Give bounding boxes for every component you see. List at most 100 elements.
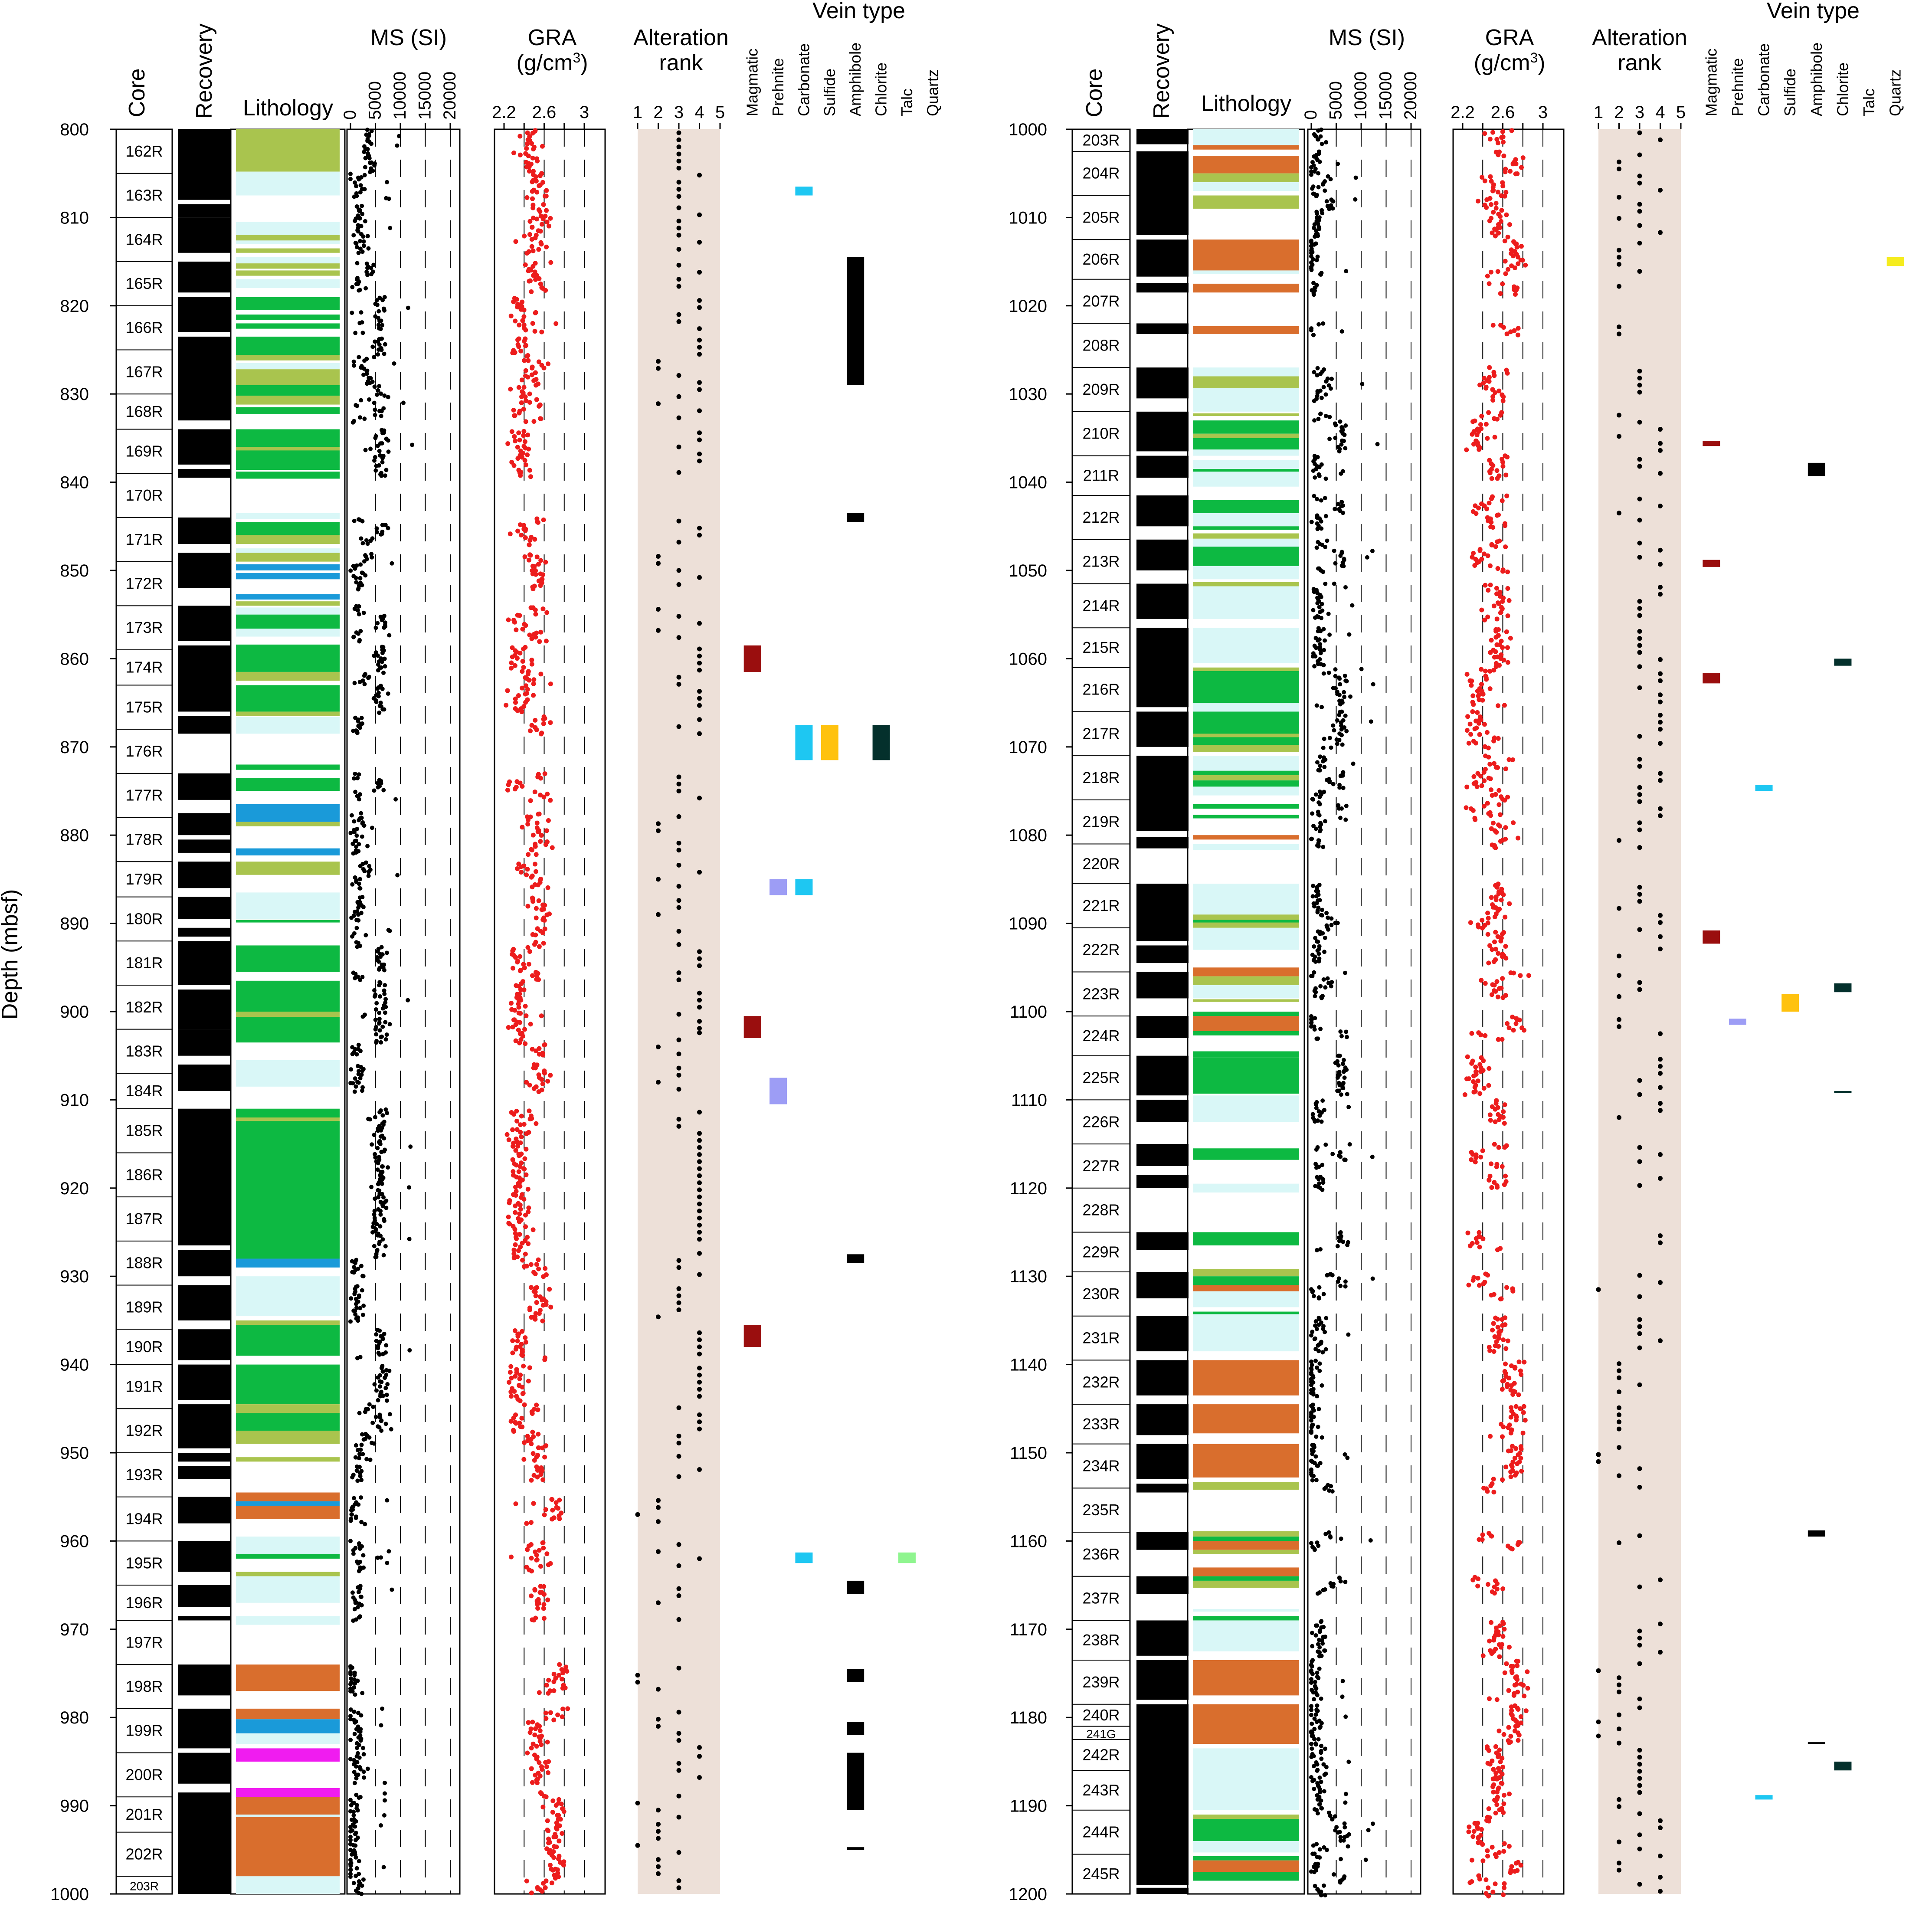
vein-type-label: Carbonate — [795, 43, 812, 116]
alteration-point — [1658, 1818, 1663, 1823]
ms-point — [1339, 727, 1344, 732]
gra-point — [541, 1606, 546, 1611]
alteration-point — [676, 1454, 681, 1459]
lithology-interval — [236, 1320, 340, 1325]
ms-point — [1341, 564, 1346, 569]
ms-point — [373, 1115, 377, 1120]
ms-point — [1309, 1430, 1313, 1435]
ms-data-series — [1309, 127, 1380, 1897]
ms-point — [348, 1689, 353, 1694]
alteration-point — [697, 1775, 702, 1780]
gra-point — [1509, 1383, 1514, 1388]
alteration-data-series — [635, 130, 702, 1890]
ms-point — [1313, 1742, 1318, 1747]
ms-point — [382, 1791, 387, 1796]
lithology-interval — [1193, 1148, 1299, 1160]
lithology-interval — [1193, 438, 1299, 450]
ms-point — [352, 1089, 357, 1094]
ms-point — [1315, 1623, 1320, 1628]
gra-point — [539, 242, 544, 247]
depth-tick-label: 930 — [60, 1267, 89, 1286]
lithology-interval — [236, 1719, 340, 1733]
ms-point — [352, 681, 357, 685]
lithology-interval — [1193, 1057, 1299, 1094]
alteration-point — [676, 1665, 681, 1671]
gra-point — [1493, 664, 1499, 669]
lithology-interval — [236, 1788, 340, 1797]
ms-point — [1324, 199, 1329, 204]
alteration-point — [1617, 1017, 1621, 1022]
recovery-interval — [1136, 756, 1189, 831]
lithology-interval — [236, 129, 340, 172]
alteration-point — [1658, 1280, 1663, 1285]
gra-point — [556, 1673, 561, 1678]
alteration-point — [676, 568, 681, 573]
gra-point — [529, 1441, 534, 1446]
gra-point — [540, 1297, 545, 1303]
alteration-point — [697, 387, 702, 392]
ms-point — [355, 1808, 360, 1813]
gra-point — [1474, 718, 1479, 724]
gra-point — [516, 1248, 521, 1253]
core-label: 170R — [125, 486, 163, 504]
gra-point — [515, 1254, 520, 1259]
recovery-interval — [178, 606, 231, 641]
gra-point — [548, 1304, 553, 1310]
ms-point — [355, 1605, 360, 1609]
gra-point — [520, 1177, 525, 1183]
gra-point — [1505, 1021, 1510, 1026]
ms-point — [1342, 1157, 1347, 1162]
ms-point — [384, 1392, 389, 1397]
gra-point — [514, 1174, 519, 1179]
gra-point — [533, 1726, 538, 1731]
alteration-point — [1596, 1719, 1601, 1724]
recovery-interval — [1136, 411, 1189, 452]
alteration-point — [697, 298, 702, 303]
gra-point — [529, 1569, 534, 1574]
gra-point — [519, 1415, 524, 1421]
gra-point — [525, 945, 530, 950]
ms-point — [351, 1881, 356, 1885]
alteration-point — [1637, 383, 1642, 388]
gra-column-frame — [494, 128, 606, 1895]
ms-point — [362, 173, 367, 177]
alteration-point — [697, 408, 702, 413]
alteration-point — [676, 233, 681, 238]
ms-point — [1319, 1721, 1324, 1726]
gra-point — [1496, 230, 1501, 236]
alteration-point — [697, 689, 702, 694]
gra-point — [1470, 709, 1475, 714]
gra-point — [528, 1285, 534, 1290]
ms-point — [358, 1495, 363, 1500]
core-label: 162R — [125, 142, 163, 160]
lithology-interval — [1193, 413, 1299, 416]
gra-point — [550, 1517, 555, 1522]
lithology-interval — [236, 607, 340, 615]
gra-point — [1493, 989, 1498, 994]
gra-point — [513, 1210, 518, 1215]
ms-point — [351, 1551, 356, 1556]
gra-point — [542, 903, 547, 908]
ms-point — [401, 400, 406, 405]
gra-point — [1519, 1446, 1524, 1451]
ms-point — [1331, 199, 1336, 204]
gra-point — [1464, 784, 1470, 790]
gra-point — [1476, 505, 1481, 511]
ms-point — [376, 1128, 380, 1133]
ms-point — [348, 1874, 353, 1879]
ms-point — [353, 790, 358, 794]
ms-point — [1310, 186, 1315, 191]
gra-point — [509, 665, 514, 671]
core-label: 181R — [125, 954, 163, 972]
gra-point — [517, 1398, 523, 1403]
core-label: 231R — [1082, 1329, 1120, 1347]
recovery-interval — [178, 336, 231, 421]
ms-point — [1321, 1327, 1326, 1331]
gra-point — [517, 1153, 522, 1158]
alteration-point — [697, 1026, 702, 1031]
ms-point — [1310, 1664, 1314, 1669]
lithology-interval — [1193, 239, 1299, 271]
ms-point — [368, 538, 373, 543]
ms-point — [374, 463, 379, 468]
gra-point — [551, 1688, 557, 1694]
